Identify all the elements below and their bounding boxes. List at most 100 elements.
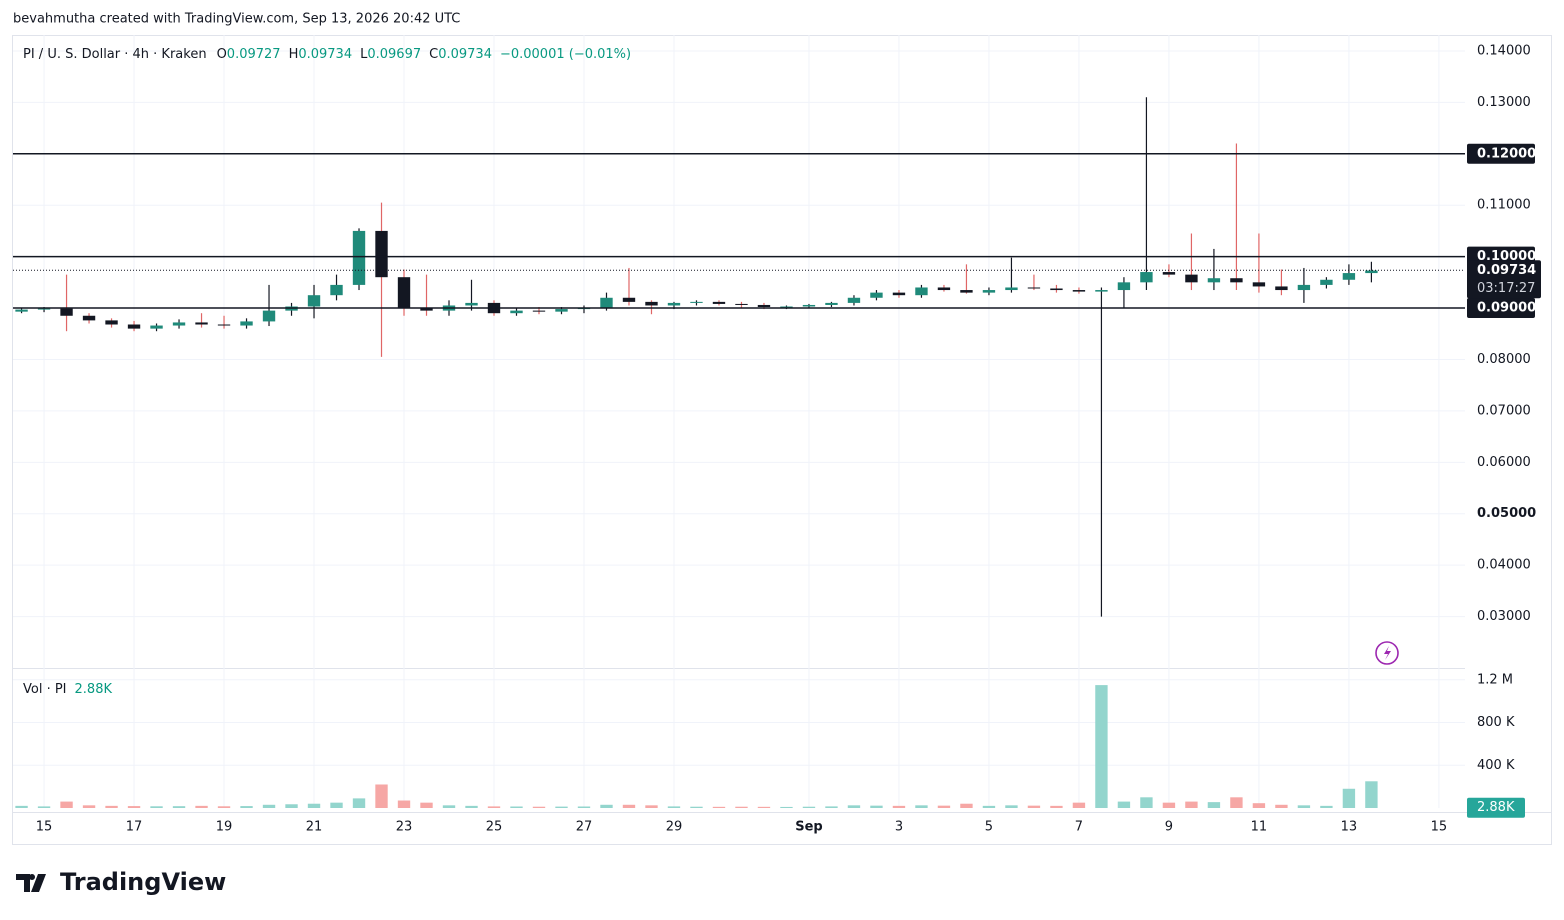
volume-bar bbox=[1297, 805, 1311, 808]
volume-tick-label: 400 K bbox=[1477, 758, 1515, 773]
volume-bar bbox=[1050, 805, 1063, 808]
volume-bar bbox=[195, 805, 208, 808]
candle-body bbox=[915, 287, 928, 296]
ohlc-value: 0.09734 bbox=[298, 47, 352, 62]
volume-bar bbox=[330, 802, 343, 808]
candle-body bbox=[825, 302, 838, 305]
countdown: 03:17:27 bbox=[1477, 281, 1535, 296]
candle-body bbox=[15, 309, 28, 312]
volume-bar bbox=[915, 805, 928, 808]
volume-bar bbox=[667, 806, 681, 808]
ohlc-label: H bbox=[289, 47, 299, 62]
volume-bar bbox=[712, 806, 726, 808]
volume-bar bbox=[487, 806, 501, 808]
volume-bar bbox=[1027, 805, 1041, 808]
volume-bar bbox=[825, 806, 838, 808]
alert-icon-bolt bbox=[1384, 646, 1391, 660]
candle-body bbox=[937, 287, 951, 291]
credit: bevahmutha created with TradingView.com,… bbox=[13, 12, 460, 27]
volume-bar bbox=[982, 805, 996, 808]
candle-body bbox=[892, 292, 906, 296]
logo-text: TradingView bbox=[60, 868, 226, 896]
volume-last-label: 2.88K bbox=[1477, 800, 1515, 815]
candle-body bbox=[37, 308, 51, 310]
volume-bar bbox=[1320, 805, 1333, 808]
candle-body bbox=[127, 324, 141, 329]
x-tick-label: 17 bbox=[126, 820, 143, 835]
candle-body bbox=[1342, 273, 1356, 280]
volume-bar bbox=[15, 805, 28, 808]
candle-body bbox=[1275, 286, 1288, 291]
candle-body bbox=[1072, 290, 1086, 292]
candle-body bbox=[532, 310, 546, 312]
candle-body bbox=[1095, 290, 1108, 292]
volume-bar bbox=[1365, 781, 1378, 808]
candle-body bbox=[352, 230, 366, 285]
volume-bar bbox=[307, 803, 321, 808]
y-tick-label: 0.05000 bbox=[1477, 506, 1536, 521]
last-price-label: 0.09734 bbox=[1477, 263, 1536, 278]
volume-bar bbox=[1117, 801, 1131, 808]
volume-bar bbox=[1207, 802, 1221, 808]
y-tick-label: 0.03000 bbox=[1477, 609, 1531, 624]
alert-icon[interactable] bbox=[1375, 641, 1399, 665]
volume-bar bbox=[960, 803, 973, 808]
volume-bar bbox=[1342, 788, 1356, 808]
candle-body bbox=[780, 306, 793, 308]
chart-frame bbox=[12, 35, 1552, 845]
candle-body bbox=[645, 301, 658, 306]
volume-bar bbox=[1140, 797, 1153, 808]
candle-body bbox=[375, 230, 388, 278]
volume-bar bbox=[780, 806, 793, 808]
x-tick-label: Sep bbox=[795, 820, 823, 835]
candle-body bbox=[757, 304, 771, 308]
candle-body bbox=[622, 297, 636, 302]
candle-body bbox=[397, 277, 411, 309]
grid bbox=[13, 35, 1465, 808]
candle-body bbox=[1005, 287, 1018, 291]
volume-bar bbox=[937, 805, 951, 808]
last-price-box bbox=[1467, 260, 1541, 299]
price-line-label-box bbox=[1467, 298, 1535, 319]
candle-body bbox=[1230, 278, 1243, 283]
price-line-label-box bbox=[1467, 143, 1535, 164]
volume-bar bbox=[645, 805, 658, 808]
x-tick-label: 9 bbox=[1165, 820, 1173, 835]
volume-bar bbox=[60, 801, 73, 808]
candle-body bbox=[1320, 279, 1333, 285]
volume-bar bbox=[150, 806, 163, 808]
volume-bar bbox=[285, 804, 298, 808]
volume-bar bbox=[1185, 801, 1198, 808]
price-line-label: 0.09000 bbox=[1477, 301, 1536, 316]
symbol-legend: PI / U. S. Dollar · 4h · Kraken O0.09727 H… bbox=[23, 47, 631, 62]
y-tick-label: 0.04000 bbox=[1477, 558, 1531, 573]
candle-body bbox=[712, 301, 726, 304]
candle-body bbox=[60, 308, 73, 316]
candle-body bbox=[217, 324, 231, 326]
candle-body bbox=[870, 292, 883, 298]
volume-bar bbox=[1230, 797, 1243, 808]
y-tick-label: 0.07000 bbox=[1477, 403, 1531, 418]
candle-body bbox=[1140, 272, 1153, 283]
candle-body bbox=[150, 325, 163, 329]
y-tick-label: 0.11000 bbox=[1477, 198, 1531, 213]
x-tick-label: 15 bbox=[36, 820, 53, 835]
candle-body bbox=[330, 284, 343, 296]
candle-body bbox=[195, 322, 208, 325]
candle-body bbox=[1117, 282, 1131, 291]
volume-bar bbox=[892, 805, 906, 808]
x-tick-label: 27 bbox=[576, 820, 593, 835]
x-tick-label: 13 bbox=[1341, 820, 1358, 835]
candle-body bbox=[982, 290, 996, 293]
logo-icon bbox=[16, 874, 46, 892]
candle-body bbox=[510, 310, 523, 314]
x-tick-label: 15 bbox=[1431, 820, 1448, 835]
volume-bar bbox=[622, 804, 636, 808]
y-tick-label: 0.08000 bbox=[1477, 352, 1531, 367]
candle-body bbox=[465, 302, 478, 306]
volume-bar bbox=[847, 805, 861, 808]
volume-bar bbox=[735, 806, 748, 808]
candle-body bbox=[667, 302, 681, 306]
volume-bar bbox=[1252, 803, 1266, 808]
y-tick-label: 0.14000 bbox=[1477, 43, 1531, 58]
